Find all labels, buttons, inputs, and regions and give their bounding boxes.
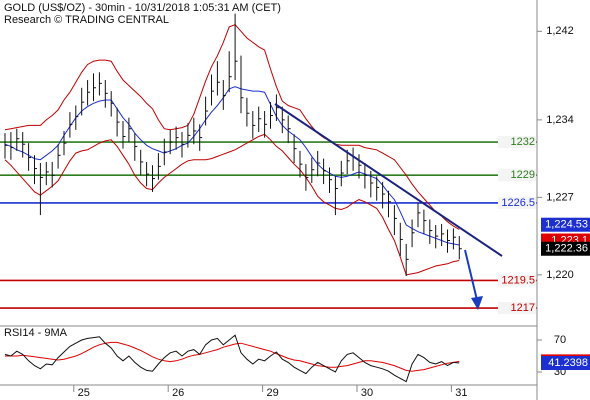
chart-title: GOLD (US$/OZ) - 30min - 10/31/2018 1:05:… xyxy=(4,2,281,14)
value-tag-label: 41.2398 xyxy=(548,357,588,369)
indicator-line xyxy=(4,86,460,246)
x-tick-label: 30 xyxy=(361,387,373,399)
y-tick-label: 1,220 xyxy=(546,269,574,281)
y-tick-label: 70 xyxy=(554,334,566,346)
level-label: 1229 xyxy=(511,169,535,181)
level-label: 1217 xyxy=(511,302,535,314)
level-label: 1232 xyxy=(511,136,535,148)
price-tag xyxy=(541,217,590,232)
level-label-bg xyxy=(498,274,536,287)
price-tag xyxy=(541,241,590,256)
plot-area xyxy=(0,13,537,383)
overlay: 1232 1229 1226.5 1219.5 1217 1,242 1,234 1,227 1… xyxy=(73,25,590,399)
indicator-line xyxy=(4,24,460,230)
value-tag xyxy=(541,356,590,371)
level-label: 1219.5 xyxy=(501,274,535,286)
x-tick-label: 25 xyxy=(78,387,90,399)
level-label-bg xyxy=(498,302,536,315)
rsi-title: RSI14 - 9MA xyxy=(4,327,68,339)
level-label: 1226.5 xyxy=(501,197,535,209)
arrow-shaft xyxy=(464,249,478,301)
arrow-head xyxy=(471,296,483,310)
level-label-bg xyxy=(498,196,536,209)
y-tick-label: 1,234 xyxy=(546,114,574,126)
price-tag-label: 1,222.36 xyxy=(545,243,588,255)
chart-subtitle: Research © TRADING CENTRAL xyxy=(4,14,169,26)
y-tick-label: 1,242 xyxy=(546,25,574,37)
indicator-line xyxy=(4,133,460,276)
indicator-line xyxy=(4,334,460,383)
price-tag-label: 1,224.53 xyxy=(545,219,588,231)
trend-line xyxy=(274,103,503,257)
level-label-bg xyxy=(498,169,536,182)
x-tick-label: 31 xyxy=(455,387,467,399)
level-label-bg xyxy=(498,136,536,149)
x-tick-label: 29 xyxy=(266,387,278,399)
indicator-line xyxy=(5,341,460,372)
x-tick-label: 26 xyxy=(172,387,184,399)
y-tick-label: 1,227 xyxy=(546,191,574,203)
